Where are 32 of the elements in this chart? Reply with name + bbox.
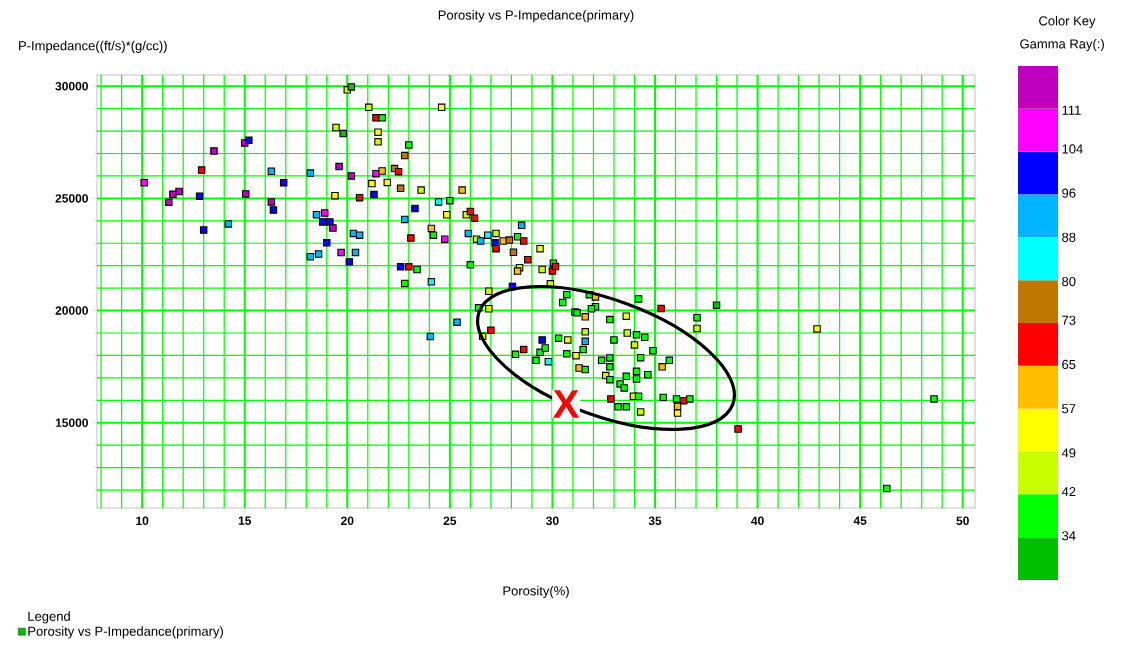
color-bar-label: 34 (1062, 531, 1076, 541)
color-bar-label: 73 (1062, 315, 1076, 325)
color-bar-label: 42 (1061, 487, 1076, 497)
x-tick-label: 30 (546, 516, 559, 526)
annotation: X (553, 390, 579, 418)
color-bar-label: 88 (1062, 232, 1076, 242)
x-axis-title: Porosity(%) (503, 585, 569, 599)
y-tick-label: 20000 (55, 306, 88, 315)
color-bar-label: 96 (1062, 188, 1076, 198)
y-axis-title: P-Impedance((ft/s)*(g/cc)) (19, 40, 167, 53)
color-bar-label: 57 (1062, 404, 1076, 414)
color-bar-label: 111 (1062, 105, 1081, 115)
x-tick-label: 20 (341, 516, 354, 526)
x-tick-label: 35 (648, 516, 662, 526)
legend-label: Porosity vs P-Impedance(primary) (28, 626, 223, 639)
y-tick-label: 25000 (55, 194, 88, 203)
color-bar-label: 65 (1062, 359, 1076, 370)
color-bar-title: Gamma Ray(:) (1020, 38, 1104, 52)
text: Color Key (1039, 15, 1096, 29)
x-tick-label: 10 (136, 516, 149, 526)
color-bar-label: 104 (1062, 144, 1083, 154)
x-tick-label: 50 (956, 516, 969, 526)
legend-title: Legend (28, 611, 70, 624)
color-bar-label: 49 (1061, 448, 1076, 458)
y-tick-label: 30000 (55, 81, 88, 91)
y-tick-label: 15000 (55, 418, 88, 427)
x-tick-label: 15 (238, 516, 252, 525)
x-tick-label: 25 (443, 516, 457, 526)
chart-title: Porosity vs P-Impedance(primary) (438, 10, 634, 23)
x-tick-label: 40 (751, 516, 764, 526)
x-tick-label: 45 (853, 516, 867, 525)
color-bar-label: 80 (1062, 276, 1076, 287)
